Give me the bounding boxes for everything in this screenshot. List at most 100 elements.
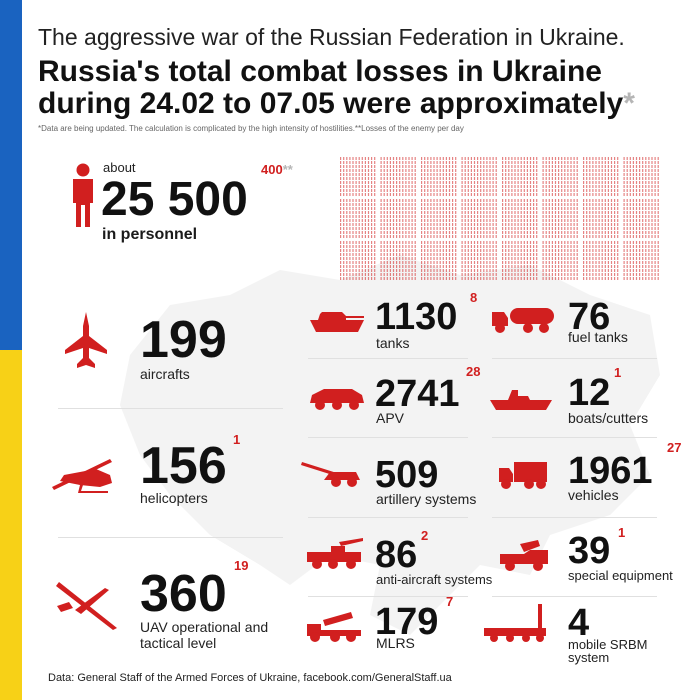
tally-block [461, 241, 497, 280]
ukraine-map-background [120, 255, 660, 635]
drone-icon [56, 582, 117, 630]
tally-block [380, 157, 416, 196]
apv-label: APV [376, 410, 405, 426]
personnel-label: in personnel [102, 226, 198, 243]
page-title-line2-text: during 24.02 to 07.05 were approximately [38, 87, 624, 120]
tally-block [421, 199, 457, 238]
artillery-icon [301, 462, 360, 487]
anti-aircraft-icon [307, 538, 363, 569]
uav-label-line2: tactical level [140, 635, 217, 651]
separator [308, 437, 468, 438]
separator [308, 517, 468, 518]
tally-block [623, 241, 659, 280]
flag-stripe-yellow [0, 350, 22, 700]
special-equipment-label: special equipment [568, 568, 673, 583]
page-title: Russia's total combat losses in Ukraine … [38, 56, 635, 120]
boats-delta: 1 [614, 365, 622, 380]
tally-block [623, 199, 659, 238]
helicopters-value: 156 [140, 437, 227, 495]
tally-block [461, 157, 497, 196]
vehicles-value: 1961 [568, 450, 653, 492]
tally-marks-graphic [340, 157, 659, 280]
separator [492, 517, 657, 518]
separator [58, 537, 283, 538]
aircraft-label: aircrafts [140, 366, 190, 382]
special-equipment-value: 39 [568, 530, 611, 572]
tally-block [542, 199, 578, 238]
aircraft-value: 199 [140, 311, 227, 369]
tally-block [421, 241, 457, 280]
mlrs-delta: 7 [446, 594, 454, 609]
tally-block [583, 241, 619, 280]
tanks-label: tanks [376, 335, 410, 351]
page-title-line1: Russia's total combat losses in Ukraine [38, 55, 602, 88]
tally-block [380, 199, 416, 238]
armored-vehicle-icon [310, 389, 364, 410]
helicopters-delta: 1 [233, 432, 241, 447]
boats-label: boats/cutters [568, 410, 649, 426]
tally-block [340, 241, 376, 280]
helicopter-icon [52, 459, 112, 493]
vehicles-delta: 27 [667, 440, 682, 455]
srbm-label-line1: mobile SRBM [568, 637, 648, 652]
srbm-value: 4 [568, 602, 590, 644]
tally-block [623, 157, 659, 196]
footnote: *Data are being updated. The calculation… [38, 124, 464, 133]
tally-block [502, 241, 538, 280]
tally-block [461, 199, 497, 238]
srbm-launcher-icon [484, 604, 546, 642]
fuel-truck-icon [492, 308, 554, 333]
fuel-tanks-label: fuel tanks [568, 329, 628, 345]
tanks-value: 1130 [375, 296, 458, 338]
apv-delta: 28 [466, 364, 481, 379]
artillery-value: 509 [375, 454, 439, 496]
tally-block [421, 157, 457, 196]
boats-value: 12 [568, 372, 611, 414]
helicopters-label: helicopters [140, 490, 208, 506]
truck-icon [499, 462, 547, 489]
tally-block [340, 157, 376, 196]
separator [492, 437, 657, 438]
special-equipment-delta: 1 [618, 525, 626, 540]
page-title-line2: during 24.02 to 07.05 were approximately… [38, 88, 635, 120]
separator [492, 358, 657, 359]
personnel-prefix: about [103, 160, 136, 175]
tally-block [340, 199, 376, 238]
separator [492, 596, 657, 597]
apv-value: 2741 [375, 373, 460, 415]
anti-aircraft-delta: 2 [421, 528, 429, 543]
special-equipment-icon [500, 540, 548, 571]
personnel-delta-value: 400 [261, 162, 283, 177]
tally-block [380, 241, 416, 280]
personnel-delta: 400** [261, 162, 293, 177]
artillery-label: artillery systems [376, 491, 477, 507]
separator [58, 408, 283, 409]
uav-label-line1: UAV operational and [140, 619, 269, 635]
vehicles-label: vehicles [568, 487, 619, 503]
srbm-label-line2: system [568, 650, 610, 665]
personnel-value: 25 500 [101, 173, 248, 226]
mlrs-value: 179 [375, 601, 439, 643]
person-icon [73, 163, 93, 227]
fighter-jet-icon [65, 312, 107, 368]
tanks-delta: 8 [470, 290, 478, 305]
page-subtitle: The aggressive war of the Russian Federa… [38, 24, 625, 50]
separator [308, 596, 468, 597]
separator [308, 358, 468, 359]
anti-aircraft-label: anti-aircraft systems [376, 572, 493, 587]
tally-block [502, 199, 538, 238]
tally-block [583, 199, 619, 238]
flag-stripe-blue [0, 0, 22, 350]
anti-aircraft-value: 86 [375, 534, 418, 576]
fuel-tanks-value: 76 [568, 296, 611, 338]
uav-value: 360 [140, 565, 227, 623]
tank-icon [310, 312, 364, 332]
title-asterisk: * [623, 87, 635, 120]
boat-icon [490, 390, 552, 410]
tally-block [542, 241, 578, 280]
personnel-delta-mark: ** [282, 162, 293, 177]
tally-block [583, 157, 619, 196]
tally-block [502, 157, 538, 196]
data-source: Data: General Staff of the Armed Forces … [48, 672, 452, 684]
uav-delta: 19 [234, 558, 249, 573]
